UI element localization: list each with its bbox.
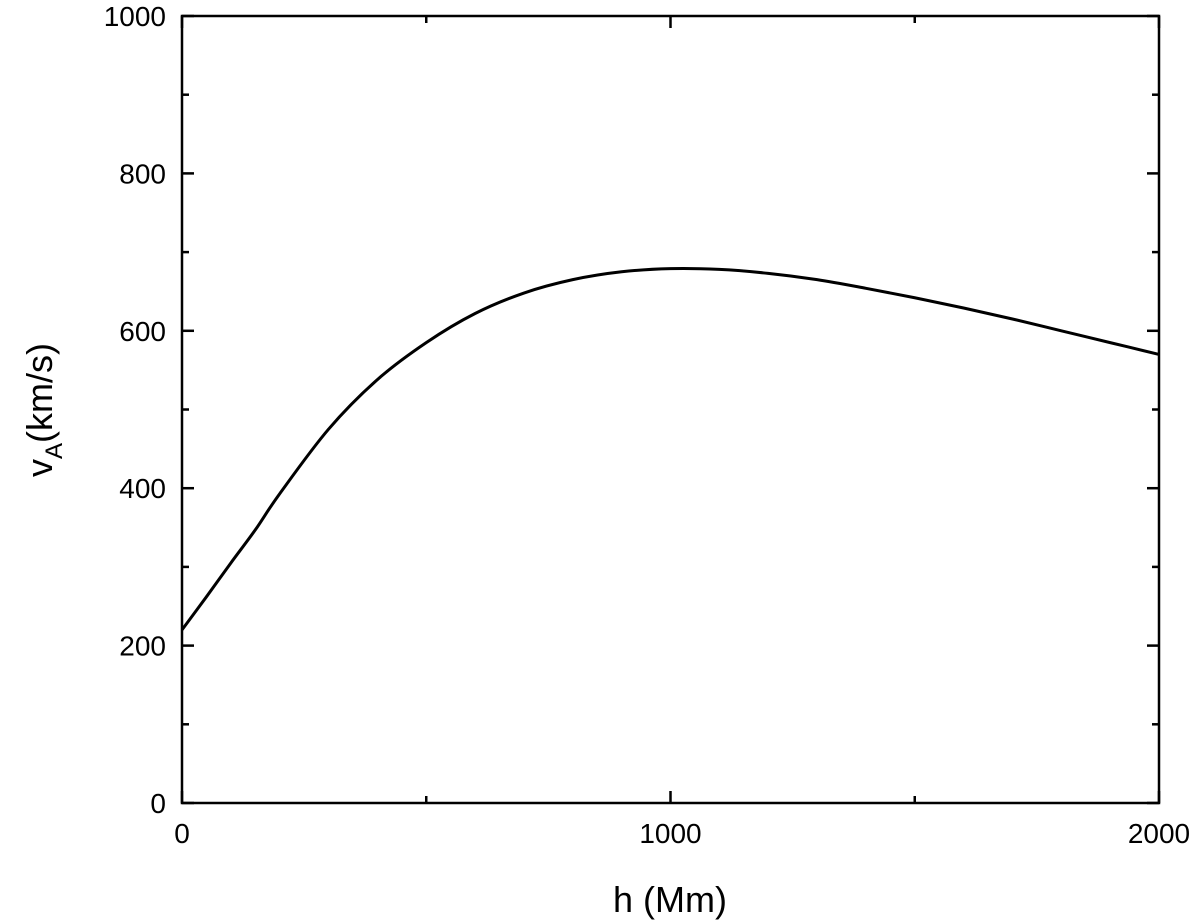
x-tick-label: 1000 — [639, 818, 701, 849]
y-tick-label: 200 — [119, 631, 166, 662]
x-tick-label: 0 — [174, 818, 190, 849]
y-tick-label: 400 — [119, 473, 166, 504]
x-tick-label: 2000 — [1128, 818, 1190, 849]
y-tick-label: 800 — [119, 158, 166, 189]
series-line — [180, 266, 1160, 631]
y-axis-label-suffix: (km/s) — [19, 343, 60, 443]
y-tick-label: 1000 — [104, 1, 166, 32]
plot-frame — [180, 14, 1161, 805]
x-axis-label: h (Mm) — [613, 879, 727, 920]
y-axis-label: vA(km/s) — [19, 343, 68, 477]
y-axis-label-subscript: A — [41, 443, 68, 459]
tick-labels: 0 1000 2000 0 200 400 600 800 1000 — [104, 1, 1190, 849]
y-tick-label: 0 — [150, 788, 166, 819]
y-tick-label: 600 — [119, 316, 166, 347]
series-layer — [180, 266, 1160, 631]
axis-ticks — [180, 14, 1161, 805]
y-axis-label-main: v — [19, 459, 60, 477]
